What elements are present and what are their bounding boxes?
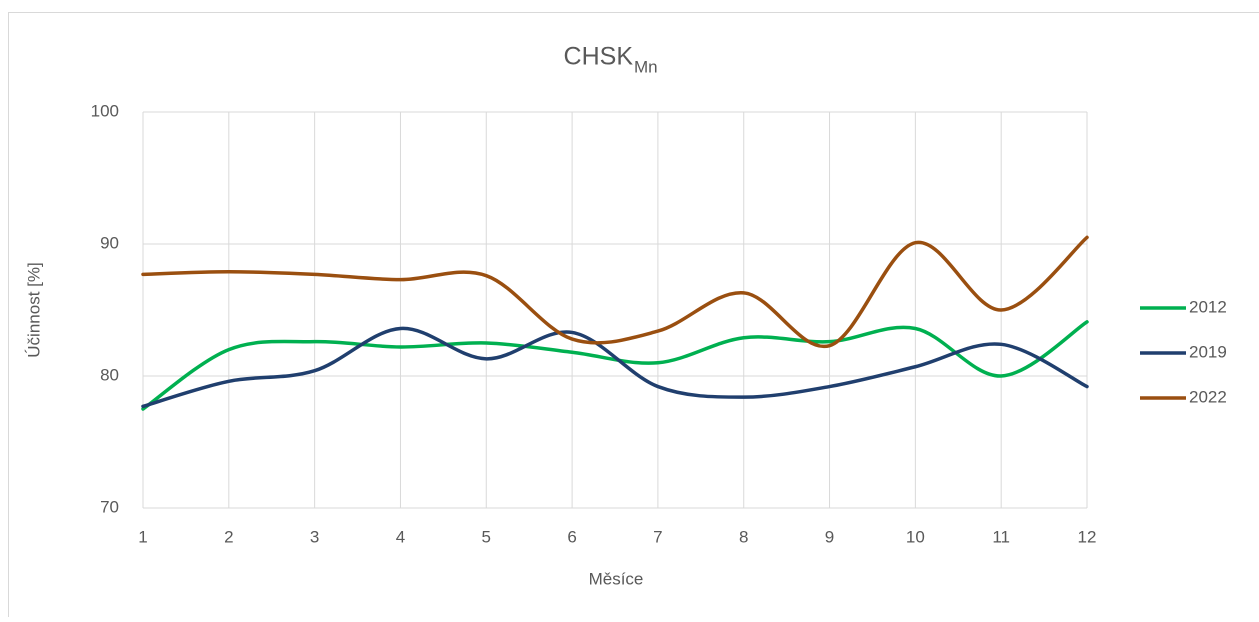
x-tick-label: 12 — [1078, 527, 1097, 546]
legend-label: 2019 — [1189, 342, 1227, 361]
x-tick-label: 8 — [739, 527, 748, 546]
x-tick-label: 7 — [653, 527, 662, 546]
x-tick-label: 3 — [310, 527, 319, 546]
x-tick-label: 1 — [138, 527, 147, 546]
x-tick-label: 5 — [482, 527, 491, 546]
x-tick-label: 10 — [906, 527, 925, 546]
x-axis-label: Měsíce — [589, 569, 644, 588]
x-tick-label: 2 — [224, 527, 233, 546]
x-tick-label: 6 — [567, 527, 576, 546]
chart-title: CHSK — [564, 43, 634, 71]
legend-label: 2012 — [1189, 297, 1227, 316]
x-tick-label: 4 — [396, 527, 405, 546]
y-tick-label: 90 — [100, 233, 119, 252]
y-tick-label: 70 — [100, 497, 119, 516]
x-tick-label: 9 — [825, 527, 834, 546]
chart-border — [9, 13, 1259, 618]
legend-label: 2022 — [1189, 387, 1227, 406]
y-tick-label: 100 — [91, 101, 119, 120]
y-axis-label: Účinnost [%] — [24, 262, 43, 357]
chart-title-subscript: Mn — [634, 57, 658, 76]
y-tick-label: 80 — [100, 365, 119, 384]
x-tick-label: 11 — [992, 527, 1010, 546]
